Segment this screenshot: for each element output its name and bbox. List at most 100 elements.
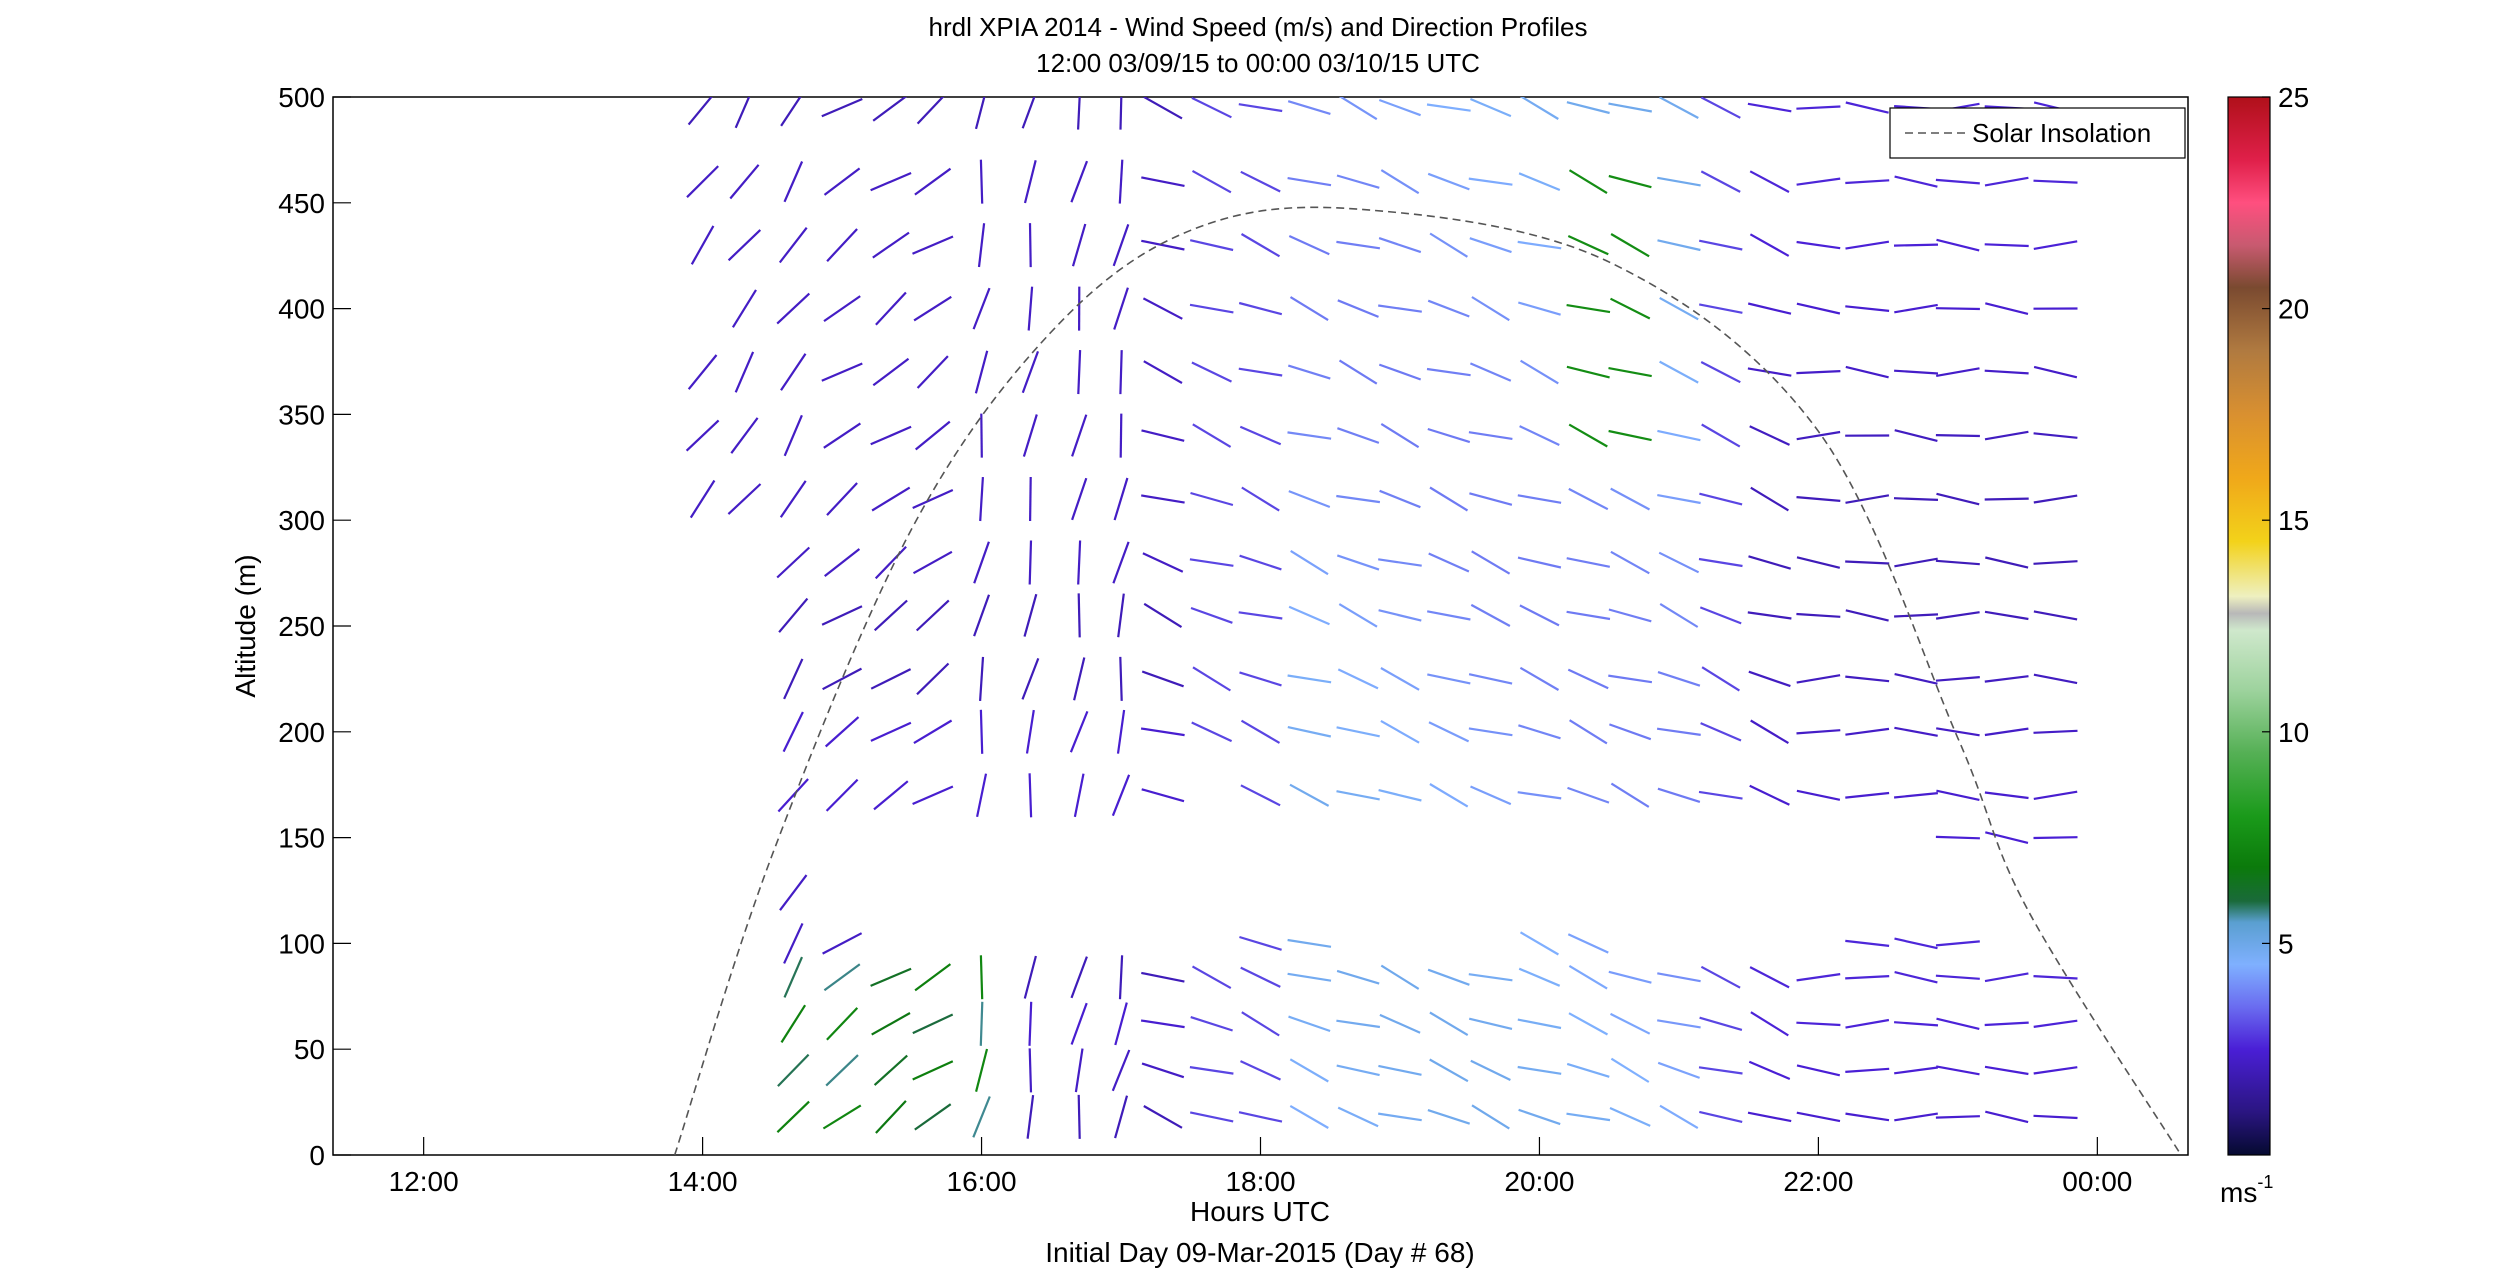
wind-barb [2033,975,2078,980]
wind-barb [1190,491,1234,507]
wind-barb [1140,1019,1185,1029]
wind-barb [870,171,912,192]
wind-barb [1238,611,1283,620]
wind-barb [730,417,759,454]
wind-barb [1336,494,1381,504]
wind-barb [1845,365,1889,379]
wind-barb [1189,1111,1234,1123]
wind-barb [1935,676,1980,682]
colorbar-ticks: 5 10 15 20 25 [2262,82,2309,959]
wind-barb [2033,494,2078,504]
wind-barb [2033,836,2078,840]
wind-barb [776,292,811,325]
wind-barb [974,97,986,130]
wind-barb [1749,784,1790,806]
wind-barb [1519,604,1560,627]
x-axis-ticks: 12:00 14:00 16:00 18:00 20:00 22:00 00:00 [389,1137,2132,1197]
wind-barb [1189,1066,1234,1075]
wind-barb [825,1054,859,1087]
wind-barb [1240,1060,1281,1081]
wind-barb [731,289,757,328]
wind-barb [871,1012,911,1036]
wind-barb [1073,657,1086,701]
wind-barb [979,159,984,204]
legend-label-solar-insolation: Solar Insolation [1972,118,2151,148]
wind-barb [1028,773,1033,818]
wind-barb [1658,97,1699,119]
wind-barb [1239,554,1282,571]
wind-barb [1336,790,1380,801]
wind-barb [825,778,859,812]
wind-barb [1747,1111,1792,1123]
wind-barb [1936,1017,1980,1030]
wind-barb [1984,727,2029,737]
wind-barb [780,97,802,127]
wind-barb [1567,933,1609,954]
wind-barb [912,1060,954,1081]
wind-barb [972,287,991,330]
wind-barb [729,164,760,200]
y-tick-label: 0 [309,1140,325,1171]
wind-barb [1288,490,1331,509]
wind-barb [1568,487,1609,511]
wind-barb [1027,286,1034,331]
wind-barb [1338,603,1378,628]
wind-barb [1796,240,1841,250]
wind-barb [1114,1002,1128,1046]
wind-barb [1569,719,1608,745]
wind-barb [826,1007,859,1041]
wind-barb [1468,177,1513,186]
wind-barb [1141,176,1185,187]
wind-barb [1287,100,1331,115]
wind-barb [1141,670,1184,688]
wind-barb [912,235,954,255]
wind-barb [1379,1013,1421,1034]
wind-barb [1568,169,1608,195]
wind-barb [1845,494,1890,504]
wind-barb [2033,673,2078,685]
wind-barb [1021,658,1040,700]
colorbar-tick-label: 25 [2278,82,2309,113]
wind-barb [783,922,804,964]
wind-barb [1380,422,1420,449]
wind-barb [1894,429,1938,442]
wind-barb [783,658,804,700]
wind-barb [826,482,858,516]
wind-barb [913,295,952,322]
wind-barb [980,413,983,458]
wind-barb [727,483,762,515]
y-tick-label: 50 [294,1034,325,1065]
wind-barb [821,605,863,626]
wind-barb [1241,486,1280,512]
wind-barb [1935,178,1980,185]
wind-barb [1750,719,1789,745]
wind-barb [1239,671,1282,687]
wind-barb [1845,1018,1890,1029]
wind-barb [1140,727,1185,737]
wind-barb [1700,97,1741,119]
wind-barb [1470,1059,1511,1081]
wind-barb [1141,971,1185,983]
wind-barb [687,97,713,126]
wind-barb [1338,359,1378,385]
wind-barb [1894,1021,1939,1027]
wind-barb [1336,1064,1380,1077]
x-tick-label: 12:00 [389,1166,459,1197]
x-tick-label: 20:00 [1504,1166,1574,1197]
wind-barb [1750,1011,1789,1037]
wind-barb [1566,304,1611,314]
wind-barb [1380,719,1420,744]
wind-barb [1141,1062,1185,1079]
wind-barb [1749,170,1790,193]
wind-barb [1288,1015,1331,1033]
wind-barb [916,97,945,125]
wind-barb [1894,673,1938,685]
wind-barb [1378,609,1422,622]
wind-barb [1238,1111,1283,1123]
wind-barb [1610,233,1650,258]
wind-barb [1141,494,1185,504]
wind-barb [1610,1012,1651,1035]
wind-barb [1189,303,1234,314]
wind-barb [1519,931,1559,956]
wind-barb [1699,606,1742,625]
